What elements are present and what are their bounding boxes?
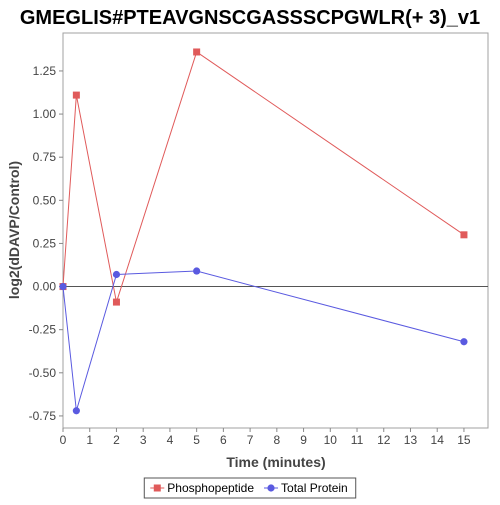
- total-protein-point: [193, 267, 201, 275]
- x-tick-label: 1: [86, 433, 93, 447]
- x-tick-label: 10: [324, 433, 338, 447]
- x-tick-label: 4: [167, 433, 174, 447]
- total-protein-point: [460, 338, 468, 346]
- y-tick-label: 0.50: [33, 193, 57, 207]
- total-protein-point: [59, 282, 67, 291]
- total-protein-point: [112, 270, 121, 279]
- x-tick-label: 0: [60, 433, 67, 447]
- legend-marker-phosphopeptide: [153, 484, 161, 492]
- x-tick-label: 14: [431, 433, 445, 447]
- x-tick-label: 3: [140, 433, 147, 447]
- x-tick-label: 5: [193, 433, 200, 447]
- x-axis-label: Time (minutes): [226, 454, 325, 470]
- y-axis-label: log2(dDAVP/Control): [6, 161, 22, 299]
- x-tick-label: 6: [220, 433, 227, 447]
- phosphopeptide-point: [112, 298, 120, 306]
- phosphopeptide-point: [193, 48, 201, 56]
- y-tick-label: 0.75: [33, 150, 57, 164]
- y-tick-label: 0.25: [33, 236, 57, 250]
- plot-area: [62, 32, 489, 429]
- x-tick-label: 11: [351, 433, 364, 447]
- y-tick-label: -0.75: [29, 409, 57, 423]
- x-tick-label: 9: [300, 433, 307, 447]
- legend-marker-total-protein: [267, 484, 275, 492]
- y-tick-label: 1.25: [33, 64, 57, 78]
- y-tick-label: -0.25: [29, 323, 57, 337]
- legend-label-phosphopeptide: Phosphopeptide: [167, 481, 254, 495]
- legend: Phosphopeptide Total Protein: [143, 477, 357, 499]
- y-tick-label: 0.00: [33, 280, 57, 294]
- x-tick-label: 12: [377, 433, 391, 447]
- legend-box: [143, 477, 357, 499]
- x-tick-label: 15: [457, 433, 471, 447]
- phosphopeptide-point: [72, 91, 80, 99]
- series-layer: [59, 48, 468, 415]
- chart-title: GMEGLIS#PTEAVGNSCGASSSCPGWLR(+ 3)_v1: [20, 7, 480, 29]
- y-tick-label: 1.00: [33, 107, 57, 121]
- x-tick-label: 8: [273, 433, 280, 447]
- total-protein-point: [72, 407, 80, 415]
- x-axis: 0 1 2 3 4 5 6 7 8 9 10 11 12 13 14 15: [60, 428, 471, 447]
- y-axis: -0.75 -0.50 -0.25 0.00 0.25 0.50 0.75 1.00 1.25: [29, 64, 63, 423]
- y-tick-label: -0.50: [29, 366, 57, 380]
- x-tick-label: 13: [404, 433, 418, 447]
- phosphopeptide-point: [460, 231, 468, 239]
- x-tick-label: 7: [247, 433, 254, 447]
- legend-label-total-protein: Total Protein: [281, 481, 348, 495]
- x-tick-label: 2: [113, 433, 120, 447]
